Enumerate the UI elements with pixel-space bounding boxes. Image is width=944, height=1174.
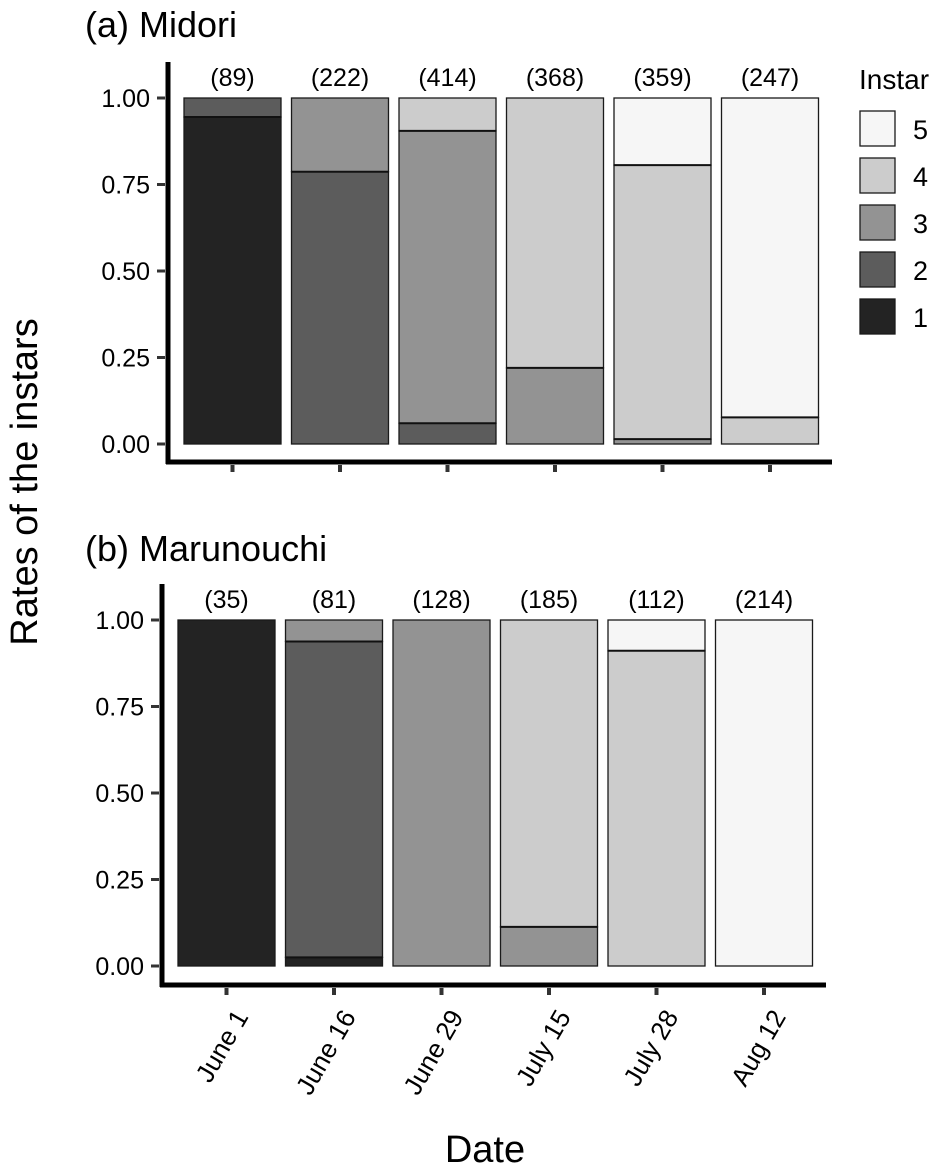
x-tick-label-0: June 1	[189, 1005, 254, 1088]
bar-b-1-instar-2	[284, 640, 384, 959]
bar-a-3-instar-4	[505, 97, 605, 369]
panel-b-title: (b) Marunouchi	[85, 528, 327, 569]
y-tick-label-a-1: 0.25	[101, 345, 150, 373]
y-tick-label-b-2: 0.50	[95, 780, 144, 808]
bar-a-0-instar-2	[183, 97, 282, 118]
panel-b-marunouchi: (b) Marunouchi (35) June 1 (81) June 16 (128…	[85, 528, 826, 1100]
y-tick-label-b-4: 1.00	[95, 607, 144, 635]
legend-swatch-instar-4	[859, 157, 896, 194]
bar-b-4-instar-4	[607, 650, 706, 967]
legend-label-instar-3: 3	[913, 209, 928, 239]
bar-a-5-instar-4	[720, 416, 820, 445]
count-label-b-0: (35)	[204, 586, 248, 614]
panel-a-midori: (a) Midori (89) (222) (414) (368) (359) (247)…	[85, 4, 832, 472]
count-label-a-2: (414)	[418, 64, 476, 92]
bar-b-0-instar-1	[177, 619, 276, 967]
count-label-b-4: (112)	[628, 586, 685, 614]
legend-swatch-instar-2	[859, 251, 896, 288]
count-label-a-1: (222)	[311, 64, 369, 92]
bar-a-4-instar-5	[613, 97, 712, 166]
bar-a-1-instar-2	[290, 171, 390, 445]
count-label-a-0: (89)	[210, 64, 254, 92]
count-label-a-5: (247)	[741, 64, 799, 92]
x-tick-label-4: July 28	[617, 1005, 684, 1091]
bar-a-0-instar-1	[183, 116, 282, 445]
count-label-a-4: (359)	[633, 64, 691, 92]
bar-a-1-instar-3	[290, 97, 390, 173]
legend-label-instar-5: 5	[913, 115, 928, 145]
bar-b-3-instar-4	[499, 619, 599, 928]
bar-a-2-instar-4	[398, 97, 497, 132]
x-tick-label-3: July 15	[510, 1005, 577, 1091]
bar-a-2-instar-3	[398, 130, 497, 424]
x-tick-label-2: June 29	[397, 1005, 469, 1100]
bar-b-4-instar-5	[607, 619, 706, 652]
legend-label-instar-4: 4	[913, 162, 928, 192]
legend: Instar 5 4 3 2 1	[859, 64, 929, 335]
legend-swatch-instar-3	[859, 204, 896, 241]
x-tick-label-1: June 16	[290, 1005, 362, 1100]
x-axis-title: Date	[445, 1129, 525, 1171]
y-tick-label-a-4: 1.00	[101, 85, 150, 113]
legend-label-instar-1: 1	[913, 303, 928, 333]
count-label-b-3: (185)	[520, 586, 578, 614]
y-tick-label-a-3: 0.75	[101, 172, 150, 200]
panel-a-title: (a) Midori	[85, 4, 237, 45]
y-tick-label-a-2: 0.50	[101, 258, 150, 286]
count-label-b-5: (214)	[735, 586, 793, 614]
bar-a-2-instar-2	[398, 422, 497, 445]
bar-a-4-instar-4	[613, 164, 712, 440]
bar-b-2-instar-3	[392, 619, 491, 967]
legend-swatch-instar-1	[859, 298, 896, 335]
legend-label-instar-2: 2	[913, 256, 928, 286]
y-tick-label-b-0: 0.00	[95, 953, 144, 981]
y-tick-label-b-1: 0.25	[95, 867, 144, 895]
bar-b-5-instar-5	[714, 619, 814, 967]
bar-a-5-instar-5	[720, 97, 820, 419]
y-axis-title: Rates of the instars	[4, 318, 46, 645]
bar-b-1-instar-3	[284, 619, 384, 643]
y-tick-label-b-3: 0.75	[95, 694, 144, 722]
legend-swatch-instar-5	[859, 110, 896, 147]
x-tick-label-5: Aug 12	[725, 1005, 792, 1091]
count-label-b-2: (128)	[412, 586, 470, 614]
bar-b-1-instar-1	[284, 956, 384, 967]
count-label-b-1: (81)	[312, 586, 356, 614]
legend-title: Instar	[859, 64, 929, 95]
y-tick-label-a-0: 0.00	[101, 431, 150, 459]
bar-b-3-instar-3	[499, 926, 599, 967]
count-label-a-3: (368)	[526, 64, 584, 92]
bar-a-3-instar-3	[505, 367, 605, 445]
